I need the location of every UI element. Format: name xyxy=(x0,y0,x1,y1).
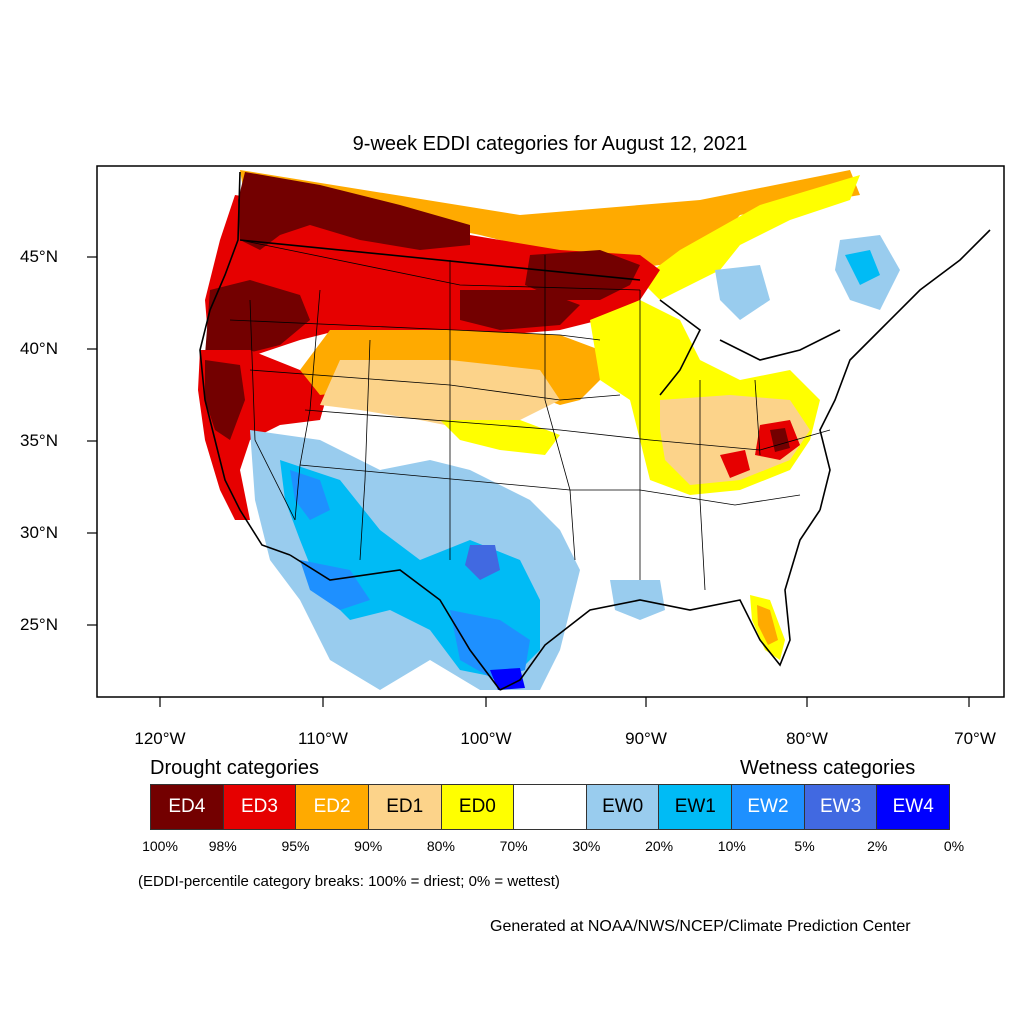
legend-swatch-ed4: ED4 xyxy=(151,785,224,829)
lon-ticks xyxy=(159,697,970,707)
region-plains-ed0 xyxy=(440,420,560,455)
break-label: 100% xyxy=(142,838,178,854)
legend-swatch-ed1: ED1 xyxy=(368,785,442,829)
break-label: 30% xyxy=(572,838,601,854)
region-north-yellow xyxy=(640,175,860,300)
break-label: 80% xyxy=(426,838,455,854)
break-label: 0% xyxy=(943,838,965,854)
lat-label-45: 45°N xyxy=(20,247,58,266)
region-fl-ed2 xyxy=(757,605,778,645)
lon-label-70: 70°W xyxy=(954,729,996,748)
wetness-heading: Wetness categories xyxy=(740,757,916,779)
break-label: 2% xyxy=(867,838,888,854)
legend-swatch-ed2: ED2 xyxy=(296,785,369,829)
legend-swatch-ew0: EW0 xyxy=(586,785,660,829)
lon-label-90: 90°W xyxy=(625,729,667,748)
lon-label-120: 120°W xyxy=(134,729,186,748)
legend-swatch-ew1: EW1 xyxy=(659,785,733,829)
region-lakes-ew0 xyxy=(715,265,770,320)
break-label: 70% xyxy=(499,838,528,854)
lon-label-80: 80°W xyxy=(786,729,828,748)
coastlines xyxy=(199,171,991,691)
region-tx-ew3 xyxy=(465,545,500,580)
lon-label-110: 110°W xyxy=(298,729,348,748)
state-boundaries xyxy=(229,239,831,591)
region-tn-ed3 xyxy=(720,450,750,478)
break-label: 95% xyxy=(281,838,310,854)
break-label: 90% xyxy=(354,838,383,854)
legend-swatch-ew4: EW4 xyxy=(877,785,950,829)
region-ne-ew1 xyxy=(845,250,880,285)
lat-label-30: 30°N xyxy=(20,523,58,542)
break-label: 10% xyxy=(717,838,746,854)
legend-swatch-ew3: EW3 xyxy=(804,785,878,829)
lon-label-100: 100°W xyxy=(460,729,512,748)
category-legend: ED4 ED3 ED2 ED1 ED0 EW0 EW1 EW2 EW3 EW4 xyxy=(150,784,950,830)
category-note: (EDDI-percentile category breaks: 100% =… xyxy=(138,873,560,890)
region-ed4-pnw xyxy=(205,280,310,355)
lat-label-35: 35°N xyxy=(20,431,58,450)
map-frame xyxy=(96,165,1005,698)
legend-swatch-neutral xyxy=(514,785,587,829)
break-label: 98% xyxy=(208,838,237,854)
lat-ticks xyxy=(87,256,97,626)
legend-swatch-ed3: ED3 xyxy=(223,785,297,829)
lat-label-25: 25°N xyxy=(20,615,58,634)
legend-swatch-ew2: EW2 xyxy=(732,785,805,829)
region-plains-ed1 xyxy=(320,360,560,430)
region-sw-ew2 xyxy=(290,470,330,520)
break-label: 5% xyxy=(794,838,815,854)
credit-line: Generated at NOAA/NWS/NCEP/Climate Predi… xyxy=(490,918,911,935)
legend-swatch-ed0: ED0 xyxy=(441,785,515,829)
map-title: 9-week EDDI categories for August 12, 20… xyxy=(352,133,748,155)
region-ca-ed4 xyxy=(205,360,245,440)
drought-heading: Drought categories xyxy=(150,757,319,779)
region-ed4-nw xyxy=(238,172,470,250)
region-tx-ew4 xyxy=(490,668,525,690)
break-label: 20% xyxy=(645,838,674,854)
region-tx-ew2 xyxy=(450,610,530,680)
region-ed4-montana xyxy=(460,290,580,330)
lat-label-40: 40°N xyxy=(20,339,58,358)
region-ohio-ed1 xyxy=(660,395,810,485)
